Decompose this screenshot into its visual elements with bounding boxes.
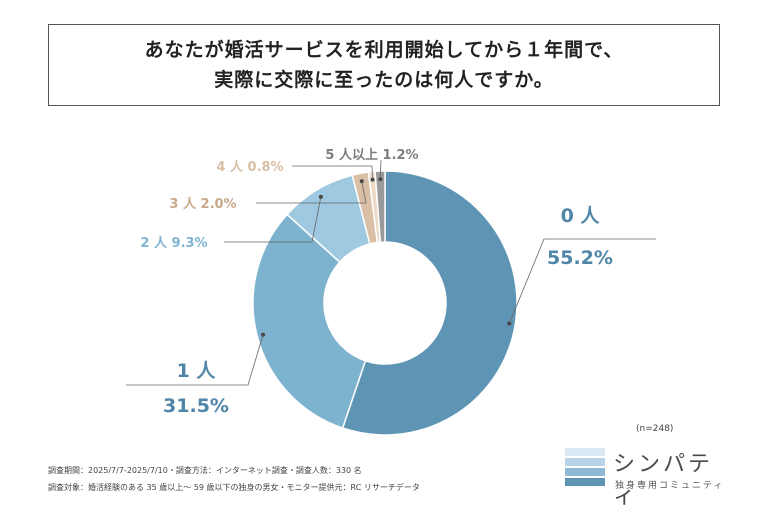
brand-logo: シンパティ 独身専用コミュニティ	[565, 448, 735, 509]
chart-title-line-1: あなたが婚活サービスを利用開始してから１年間で、	[144, 39, 624, 61]
label-4: 4 人 0.8%	[216, 159, 283, 175]
label-value-1: 31.5%	[163, 395, 229, 417]
leader-line-3	[256, 181, 367, 204]
slice-1	[252, 213, 367, 429]
label-category-0: 0 人	[561, 205, 601, 227]
survey-period-note: 調査期間：2025/7/7-2025/7/10・調査方法：インターネット調査・調…	[48, 466, 362, 475]
label-category-1: 1 人	[177, 360, 217, 382]
survey-target-note: 調査対象：婚活経験のある 35 歳以上～ 59 歳以下の独身の男女・モニター提供…	[48, 483, 420, 492]
logo-subtitle: 独身専用コミュニティ	[615, 481, 725, 491]
logo-name: シンパティ	[613, 452, 714, 509]
logo-bar	[565, 478, 605, 486]
logo-bar	[565, 448, 605, 456]
logo-mark	[565, 448, 605, 488]
label-3: 3 人 2.0%	[169, 196, 236, 212]
leader-line-1	[126, 334, 264, 386]
chart-title-line-2: 実際に交際に至ったのは何人ですか。	[214, 69, 554, 91]
sample-size-note: (n=248)	[636, 424, 674, 434]
label-2: 2 人 9.3%	[140, 235, 207, 251]
leader-line-0	[508, 238, 656, 324]
label-value-0: 55.2%	[547, 247, 613, 269]
title-box: あなたが婚活サービスを利用開始してから１年間で、 実際に交際に至ったのは何人です…	[48, 24, 720, 106]
leader-line-5	[379, 159, 382, 180]
logo-bar	[565, 468, 605, 476]
slice-0	[341, 170, 518, 436]
leader-line-4	[292, 165, 373, 180]
label-5: 5 人以上 1.2%	[325, 147, 418, 163]
leader-line-2	[224, 196, 322, 243]
slice-5plus	[374, 170, 386, 243]
logo-bar	[565, 458, 605, 466]
